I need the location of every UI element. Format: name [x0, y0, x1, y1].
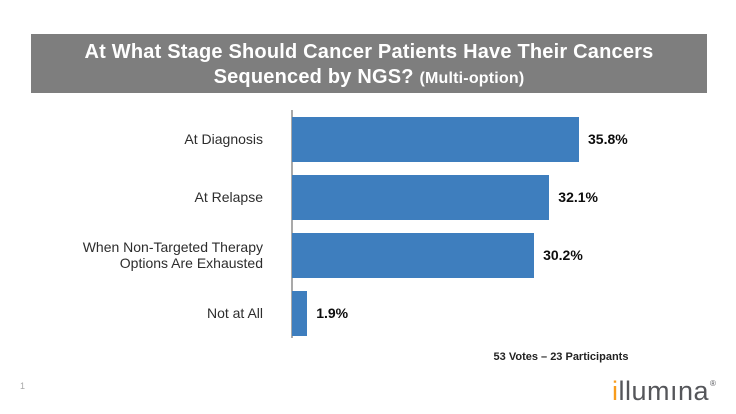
category-label: At Relapse: [194, 189, 263, 205]
category-label: Not at All: [206, 305, 263, 321]
bar-row: At Relapse 32.1%: [0, 168, 736, 226]
chart-title-multi-option: (Multi-option): [419, 70, 525, 87]
value-label: 30.2%: [543, 247, 583, 263]
category-label: When Non-Targeted Therapy Options Are Exh…: [82, 239, 263, 271]
illumina-logo-rest: llumına: [618, 376, 710, 406]
bar: [292, 290, 308, 336]
bar-row: When Non-Targeted Therapy Options Are Exh…: [0, 226, 736, 284]
value-label: 32.1%: [558, 189, 598, 205]
bar: [292, 232, 535, 278]
chart-title-line1: At What Stage Should Cancer Patients Hav…: [84, 41, 654, 63]
votes-participants-caption: 53 Votes – 23 Participants: [493, 351, 629, 363]
value-label: 1.9%: [316, 305, 349, 321]
bar: [292, 174, 550, 220]
y-axis-line: [291, 110, 293, 338]
chart-title-banner: At What Stage Should Cancer Patients Hav…: [31, 34, 707, 93]
page-number: 1: [20, 381, 26, 391]
bar-row: Not at All 1.9%: [0, 284, 736, 342]
registered-trademark-icon: ®: [710, 379, 717, 388]
bar-row: At Diagnosis 35.8%: [0, 110, 736, 168]
bar-chart: At Diagnosis 35.8% At Relapse 32.1% When Non…: [0, 110, 736, 350]
illumina-logo: illumına®: [612, 369, 716, 406]
chart-title-line2: Sequenced by NGS? (Multi-option): [31, 65, 707, 91]
bar: [292, 116, 579, 162]
illumina-logo-i: i: [612, 376, 619, 406]
value-label: 35.8%: [588, 131, 628, 147]
chart-title-line2-main: Sequenced by NGS?: [213, 66, 414, 88]
category-label: At Diagnosis: [184, 131, 263, 147]
